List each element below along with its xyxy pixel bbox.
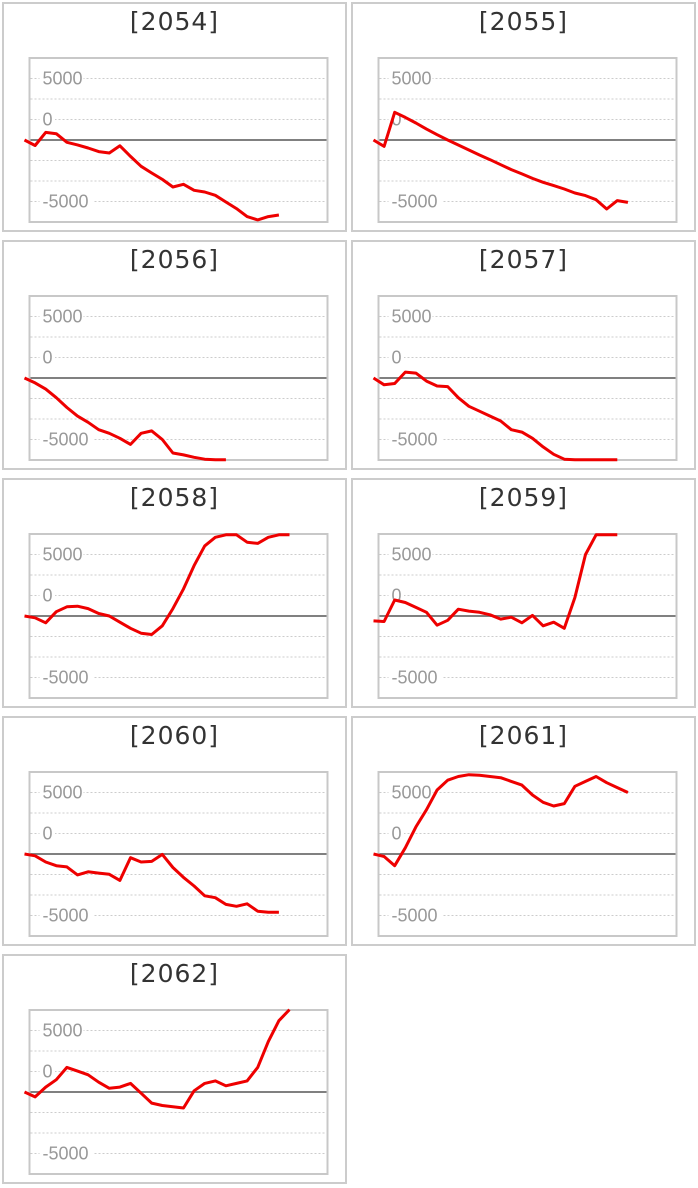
axis-tick-label: 5000 xyxy=(43,69,83,89)
axis-label-bg xyxy=(388,192,442,211)
axis-label-bg xyxy=(39,430,93,449)
axis-label-bg xyxy=(39,586,55,605)
chart-title: [2062] xyxy=(129,959,220,988)
slump-line xyxy=(23,376,226,462)
chart-title: [2061] xyxy=(478,721,569,750)
axis-tick-label: 5000 xyxy=(392,307,432,327)
axis-label-bg xyxy=(39,307,84,326)
chart-title: [2059] xyxy=(478,483,569,512)
axis-label-bg xyxy=(388,430,442,449)
axis-tick-label: -5000 xyxy=(43,1144,89,1164)
slump-chart: 5000 0 -5000 xyxy=(372,295,678,462)
slump-line xyxy=(24,852,279,914)
axis-tick-label: 0 xyxy=(392,824,402,844)
axis-tick-label: 5000 xyxy=(43,307,83,327)
slump-chart: 5000 0 -5000 xyxy=(24,533,329,699)
axis-label-bg xyxy=(388,668,442,687)
slump-chart: 5000 0 -5000 xyxy=(24,771,329,937)
axis-label-bg xyxy=(39,348,55,367)
machine-chart-card: [2059] 5000 0 -5000 xyxy=(351,478,696,708)
slump-line xyxy=(372,370,618,462)
axis-label-bg xyxy=(388,824,404,843)
axis-tick-label: 0 xyxy=(392,586,402,606)
axis-tick-label: -5000 xyxy=(43,668,89,688)
machine-chart-card: [2055] 5000 0 -5000 xyxy=(351,2,696,232)
axis-tick-label: 0 xyxy=(43,1062,53,1082)
machine-chart-card: [2056] 5000 0 -5000 xyxy=(2,240,347,470)
slump-chart: 5000 0 -5000 xyxy=(23,1008,329,1175)
chart-title: [2056] xyxy=(129,245,220,274)
axis-label-bg xyxy=(39,69,84,88)
slump-line xyxy=(373,773,629,868)
axis-tick-label: 0 xyxy=(43,348,53,368)
axis-label-bg xyxy=(388,545,433,564)
axis-tick-label: -5000 xyxy=(43,192,89,212)
axis-tick-label: 5000 xyxy=(43,1021,83,1041)
axis-tick-label: 0 xyxy=(43,824,53,844)
slump-chart: 5000 0 -5000 xyxy=(23,57,329,223)
axis-tick-label: -5000 xyxy=(392,430,438,450)
axis-tick-label: 0 xyxy=(392,348,402,368)
machine-chart-card: [2058] 5000 0 -5000 xyxy=(2,478,347,708)
machine-chart-card: [2061] 5000 0 -5000 xyxy=(351,716,696,946)
axis-label-bg xyxy=(39,906,93,925)
axis-tick-label: -5000 xyxy=(392,906,438,926)
axis-tick-label: 0 xyxy=(392,110,402,130)
axis-label-bg xyxy=(39,1062,55,1081)
chart-title: [2057] xyxy=(478,245,569,274)
axis-label-bg xyxy=(388,348,404,367)
chart-title: [2054] xyxy=(129,7,220,36)
axis-label-bg xyxy=(39,1144,93,1163)
slump-line xyxy=(373,533,618,630)
axis-tick-label: 5000 xyxy=(392,545,432,565)
axis-label-bg xyxy=(39,783,84,802)
axis-tick-label: 5000 xyxy=(392,69,432,89)
machine-chart-card: [2062] 5000 0 -5000 xyxy=(2,954,347,1184)
axis-label-bg xyxy=(388,783,433,802)
axis-tick-label: 5000 xyxy=(43,783,83,803)
axis-label-bg xyxy=(39,192,93,211)
slump-chart: 5000 0 -5000 xyxy=(372,57,678,223)
slump-line xyxy=(23,1008,291,1110)
axis-tick-label: 0 xyxy=(43,110,53,130)
machine-chart-card: [2057] 5000 0 -5000 xyxy=(351,240,696,470)
axis-label-bg xyxy=(388,307,433,326)
axis-tick-label: 0 xyxy=(43,586,53,606)
machine-chart-card: [2054] 5000 0 -5000 xyxy=(2,2,347,232)
axis-label-bg xyxy=(39,1021,84,1040)
slump-line xyxy=(24,533,290,636)
axis-label-bg xyxy=(39,545,84,564)
axis-label-bg xyxy=(39,110,55,129)
axis-label-bg xyxy=(39,668,93,687)
axis-tick-label: -5000 xyxy=(392,668,438,688)
slump-line xyxy=(23,130,280,222)
slump-chart: 5000 0 -5000 xyxy=(373,533,678,699)
axis-label-bg xyxy=(388,69,433,88)
axis-tick-label: 5000 xyxy=(43,545,83,565)
machine-chart-card: [2060] 5000 0 -5000 xyxy=(2,716,347,946)
axis-tick-label: -5000 xyxy=(392,192,438,212)
axis-label-bg xyxy=(388,906,442,925)
chart-title: [2058] xyxy=(129,483,220,512)
slump-chart: 5000 0 -5000 xyxy=(373,771,678,937)
axis-tick-label: 5000 xyxy=(392,783,432,803)
chart-title: [2060] xyxy=(129,721,220,750)
slump-chart: 5000 0 -5000 xyxy=(23,295,329,462)
axis-tick-label: -5000 xyxy=(43,906,89,926)
axis-label-bg xyxy=(39,824,55,843)
slump-line xyxy=(372,110,629,211)
chart-title: [2055] xyxy=(478,7,569,36)
axis-tick-label: -5000 xyxy=(43,430,89,450)
